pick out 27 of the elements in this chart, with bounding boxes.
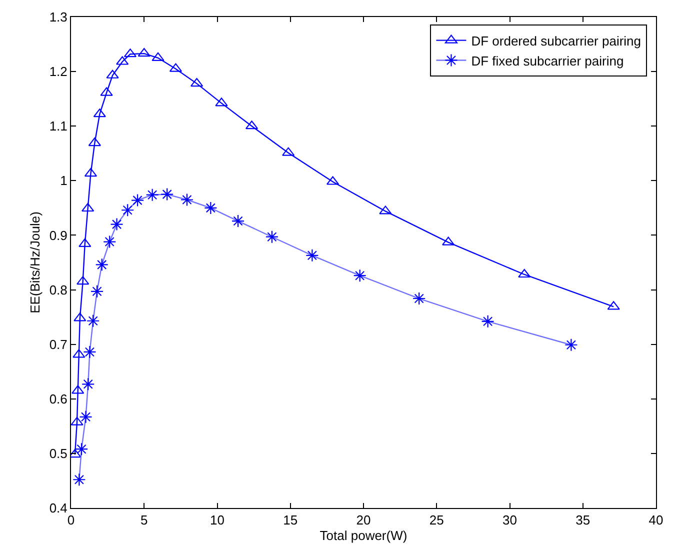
y-tick-label: 0.4	[49, 500, 68, 516]
x-tick-label: 15	[283, 512, 298, 528]
x-tick-label: 25	[429, 512, 444, 528]
x-tick-label: 10	[210, 512, 224, 528]
y-tick-label: 1	[60, 173, 68, 188]
y-tick-label: 1.2	[49, 64, 68, 80]
legend-label: DF ordered subcarrier pairing	[471, 33, 642, 48]
y-tick-label: 0.7	[49, 336, 68, 352]
x-tick-label: 35	[576, 512, 590, 528]
y-tick-label: 0.6	[49, 391, 68, 406]
x-tick-label: 40	[648, 512, 664, 528]
x-tick-label: 30	[502, 512, 517, 528]
y-tick-label: 0.8	[49, 282, 68, 298]
y-tick-label: 0.9	[49, 228, 68, 243]
y-axis-title: EE(Bits/Hz/Joule)	[27, 212, 42, 314]
point	[71, 416, 84, 426]
y-tick-label: 1.1	[49, 118, 68, 134]
point	[88, 137, 102, 146]
x-tick-label: 20	[356, 512, 371, 528]
x-tick-label: 0	[67, 512, 75, 528]
y-tick-label: 0.5	[49, 446, 68, 461]
point	[82, 202, 94, 212]
y-tick-label: 1.3	[49, 10, 68, 25]
legend-label: DF fixed subcarrier pairing	[471, 53, 624, 68]
point	[518, 268, 531, 278]
x-axis-title: Total power(W)	[320, 528, 408, 544]
x-tick-label: 5	[140, 512, 148, 528]
